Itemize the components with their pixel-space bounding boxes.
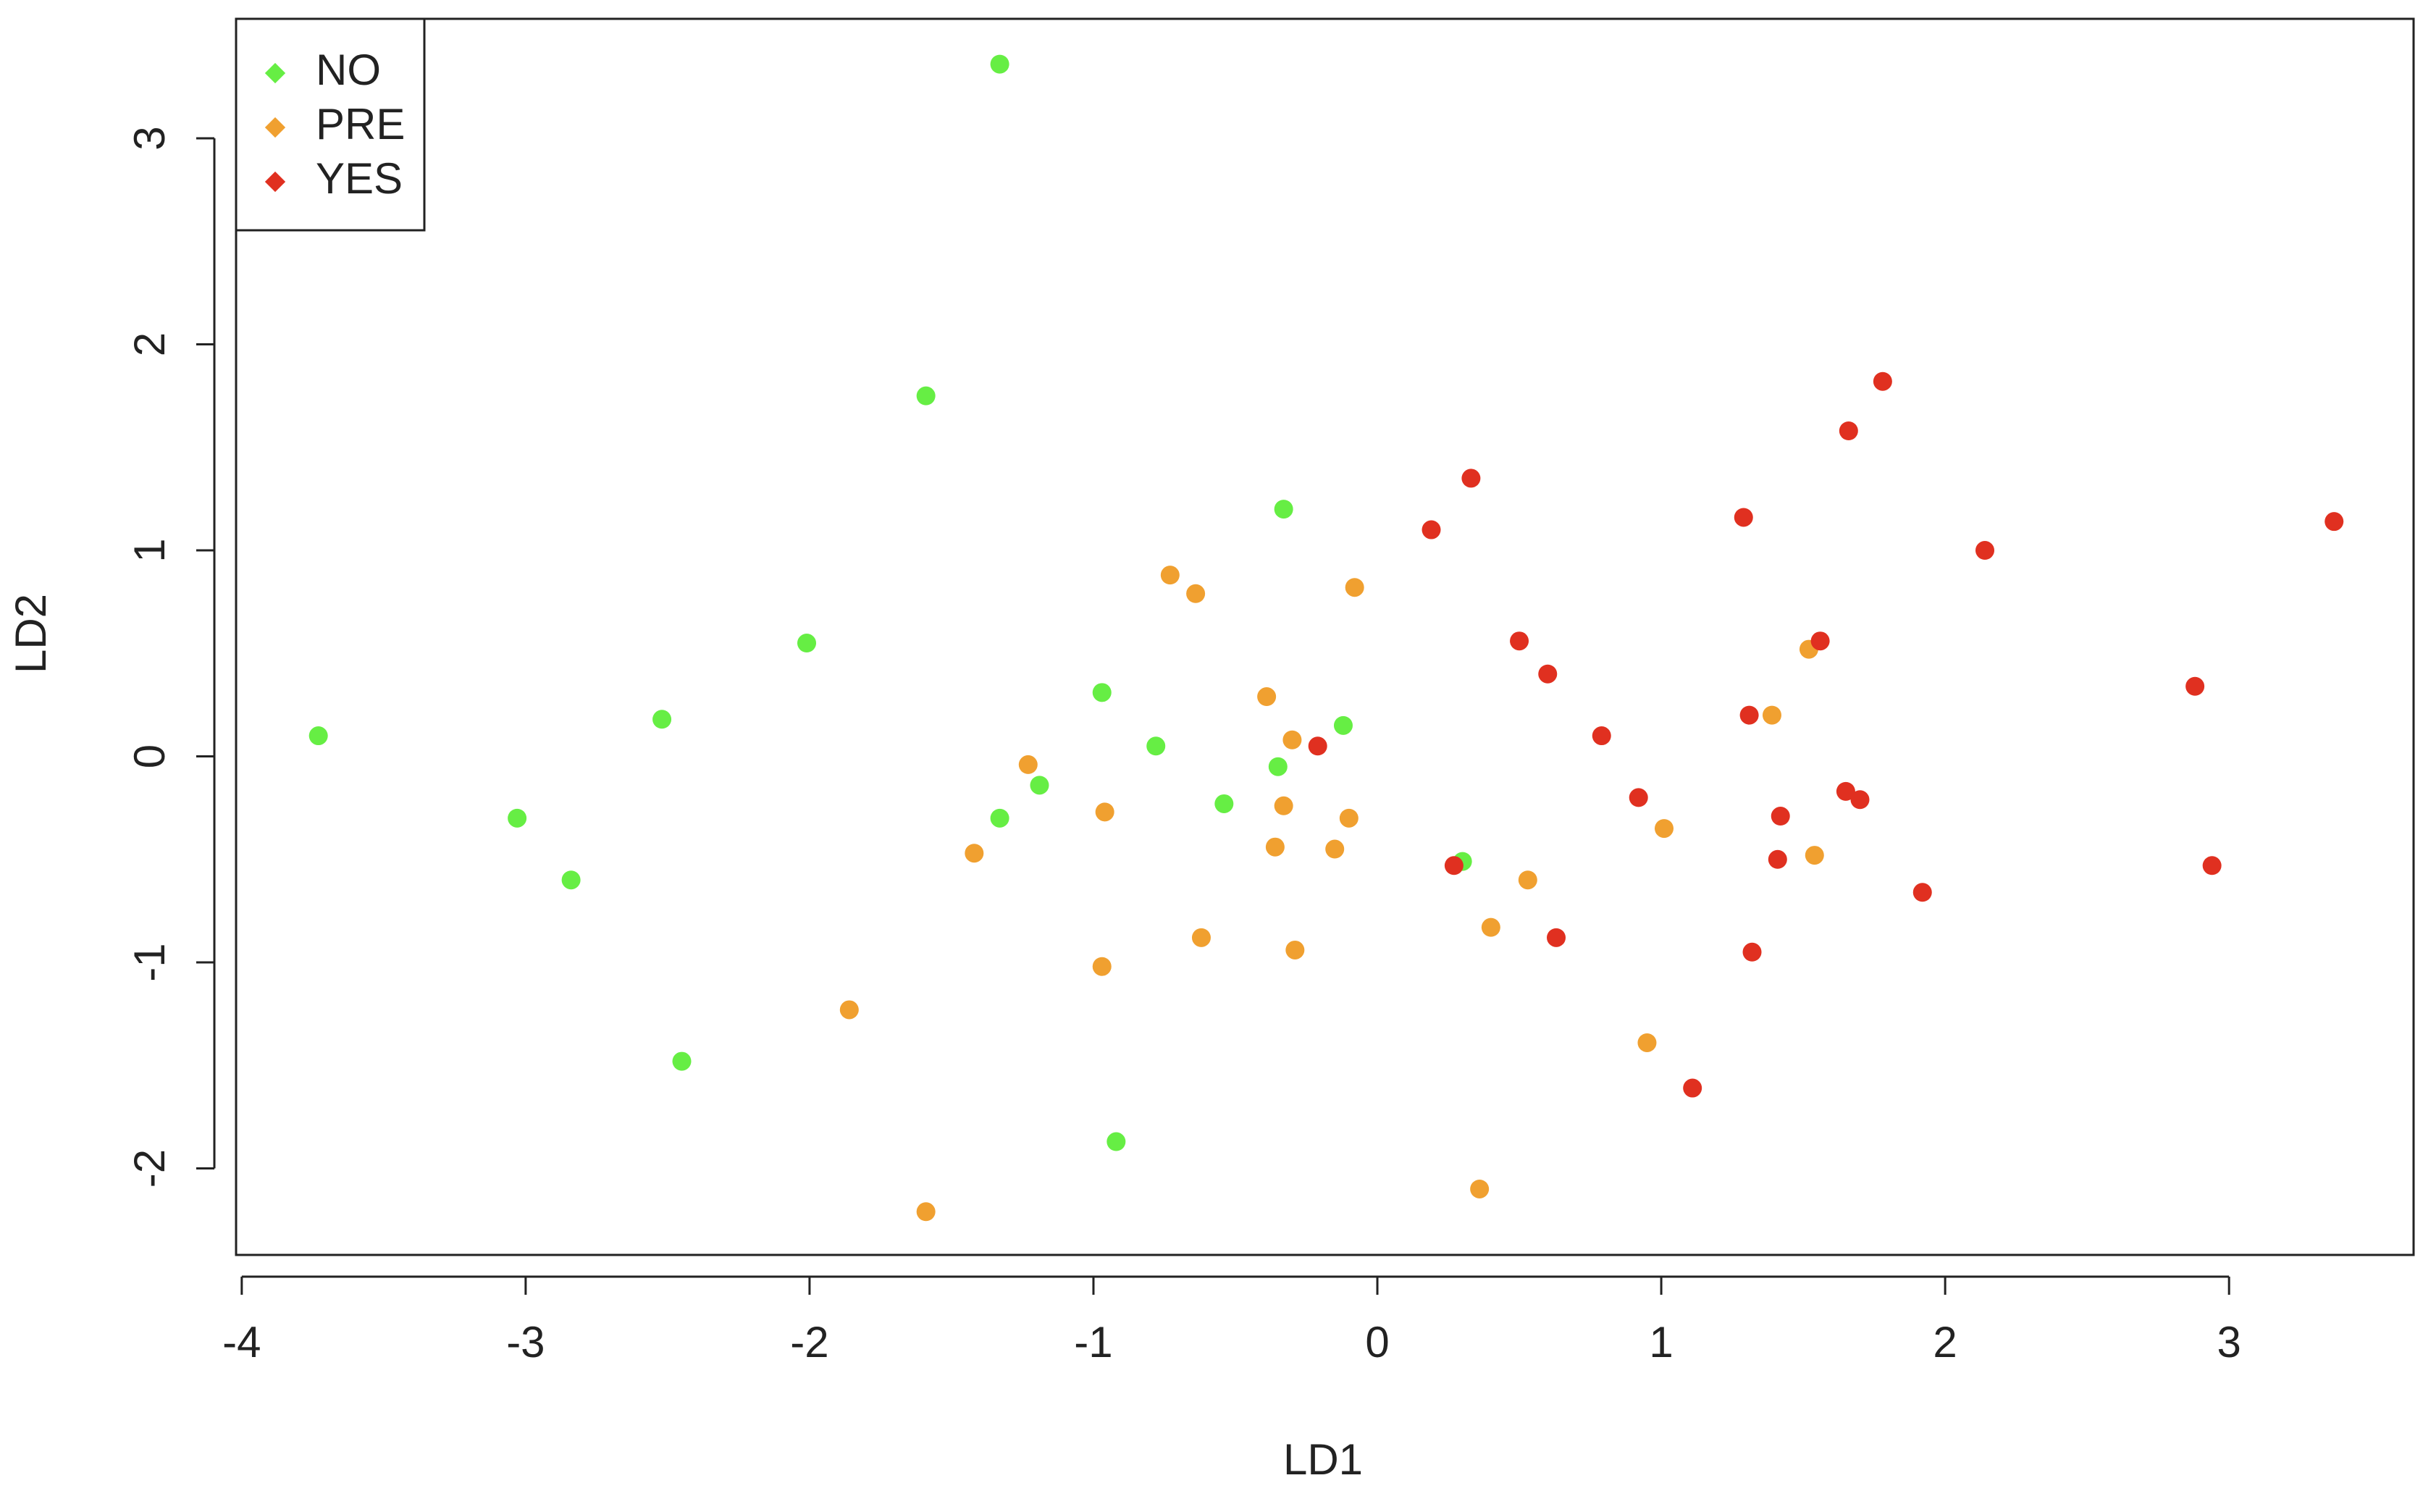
point <box>1873 371 1892 391</box>
x-tick-label: -1 <box>1074 1318 1112 1366</box>
point <box>1768 849 1787 869</box>
point <box>1191 928 1211 947</box>
point <box>1282 730 1302 749</box>
point <box>1739 705 1759 725</box>
point <box>1805 846 1824 865</box>
point <box>561 870 581 890</box>
point <box>1637 1033 1657 1052</box>
x-tick-label: -3 <box>506 1318 545 1366</box>
point <box>1836 781 1855 801</box>
legend-label: NO <box>316 46 381 94</box>
point <box>797 634 817 653</box>
point <box>1538 664 1558 684</box>
point <box>1092 957 1112 976</box>
point <box>1742 942 1762 962</box>
legend-box <box>235 17 426 232</box>
point <box>1265 837 1285 857</box>
point <box>1422 520 1441 539</box>
point <box>1912 883 1932 902</box>
point <box>1325 839 1345 859</box>
point <box>1461 469 1481 488</box>
point <box>1470 1179 1490 1198</box>
point <box>1518 870 1537 890</box>
point <box>1734 508 1753 527</box>
x-axis-label: LD1 <box>1283 1435 1363 1484</box>
point <box>1654 819 1674 839</box>
point <box>1214 794 1234 813</box>
point <box>652 710 672 729</box>
legend-label: PRE <box>316 100 405 148</box>
point <box>1629 788 1648 807</box>
y-axis-label: LD2 <box>7 594 55 673</box>
point <box>916 1202 936 1222</box>
point <box>1771 807 1790 826</box>
point <box>1850 790 1870 810</box>
point <box>2185 676 2205 696</box>
point <box>990 808 1009 828</box>
point <box>1106 1132 1126 1151</box>
point <box>1285 940 1305 959</box>
y-tick-label: 2 <box>125 332 174 356</box>
x-tick-label: 0 <box>1365 1318 1389 1366</box>
point <box>1095 802 1114 822</box>
point <box>1257 687 1277 707</box>
point <box>916 386 936 406</box>
point <box>508 808 527 828</box>
point <box>1592 726 1611 746</box>
point <box>965 844 984 863</box>
point <box>2202 856 2222 875</box>
point <box>1274 500 1293 519</box>
legend-label: YES <box>316 154 403 203</box>
point <box>1333 715 1353 735</box>
legend-marker <box>264 171 286 193</box>
point <box>1274 796 1293 815</box>
legend-marker <box>264 117 286 138</box>
x-tick-label: 3 <box>2217 1318 2241 1366</box>
point <box>1683 1078 1702 1098</box>
point <box>1268 757 1288 776</box>
point <box>1030 776 1049 795</box>
point <box>1186 584 1206 603</box>
point <box>1510 631 1529 651</box>
y-tick-label: 1 <box>125 538 174 562</box>
point <box>1308 736 1327 756</box>
point <box>1444 856 1464 875</box>
point <box>1810 631 1830 651</box>
y-tick-label: 3 <box>125 126 174 150</box>
y-tick-label: -2 <box>125 1149 174 1188</box>
x-tick-label: -4 <box>222 1318 261 1366</box>
point <box>1762 705 1781 725</box>
legend-marker <box>264 62 286 84</box>
point <box>1018 755 1038 774</box>
x-tick-label: 2 <box>1933 1318 1957 1366</box>
point <box>1092 683 1112 702</box>
y-tick-label: -1 <box>125 943 174 981</box>
point <box>839 1000 859 1020</box>
point <box>990 54 1009 74</box>
point <box>308 726 328 746</box>
point <box>1146 736 1166 756</box>
x-tick-label: -2 <box>790 1318 828 1366</box>
y-tick-label: 0 <box>125 744 174 768</box>
point <box>1345 578 1364 597</box>
point <box>1839 421 1858 440</box>
point <box>1160 566 1180 585</box>
x-tick-label: 1 <box>1649 1318 1673 1366</box>
point <box>1547 928 1566 947</box>
point <box>1339 808 1359 828</box>
point <box>2325 512 2344 532</box>
point <box>1481 917 1500 937</box>
point <box>1975 541 1995 560</box>
plot-frame <box>235 17 2415 1256</box>
point <box>672 1051 692 1071</box>
